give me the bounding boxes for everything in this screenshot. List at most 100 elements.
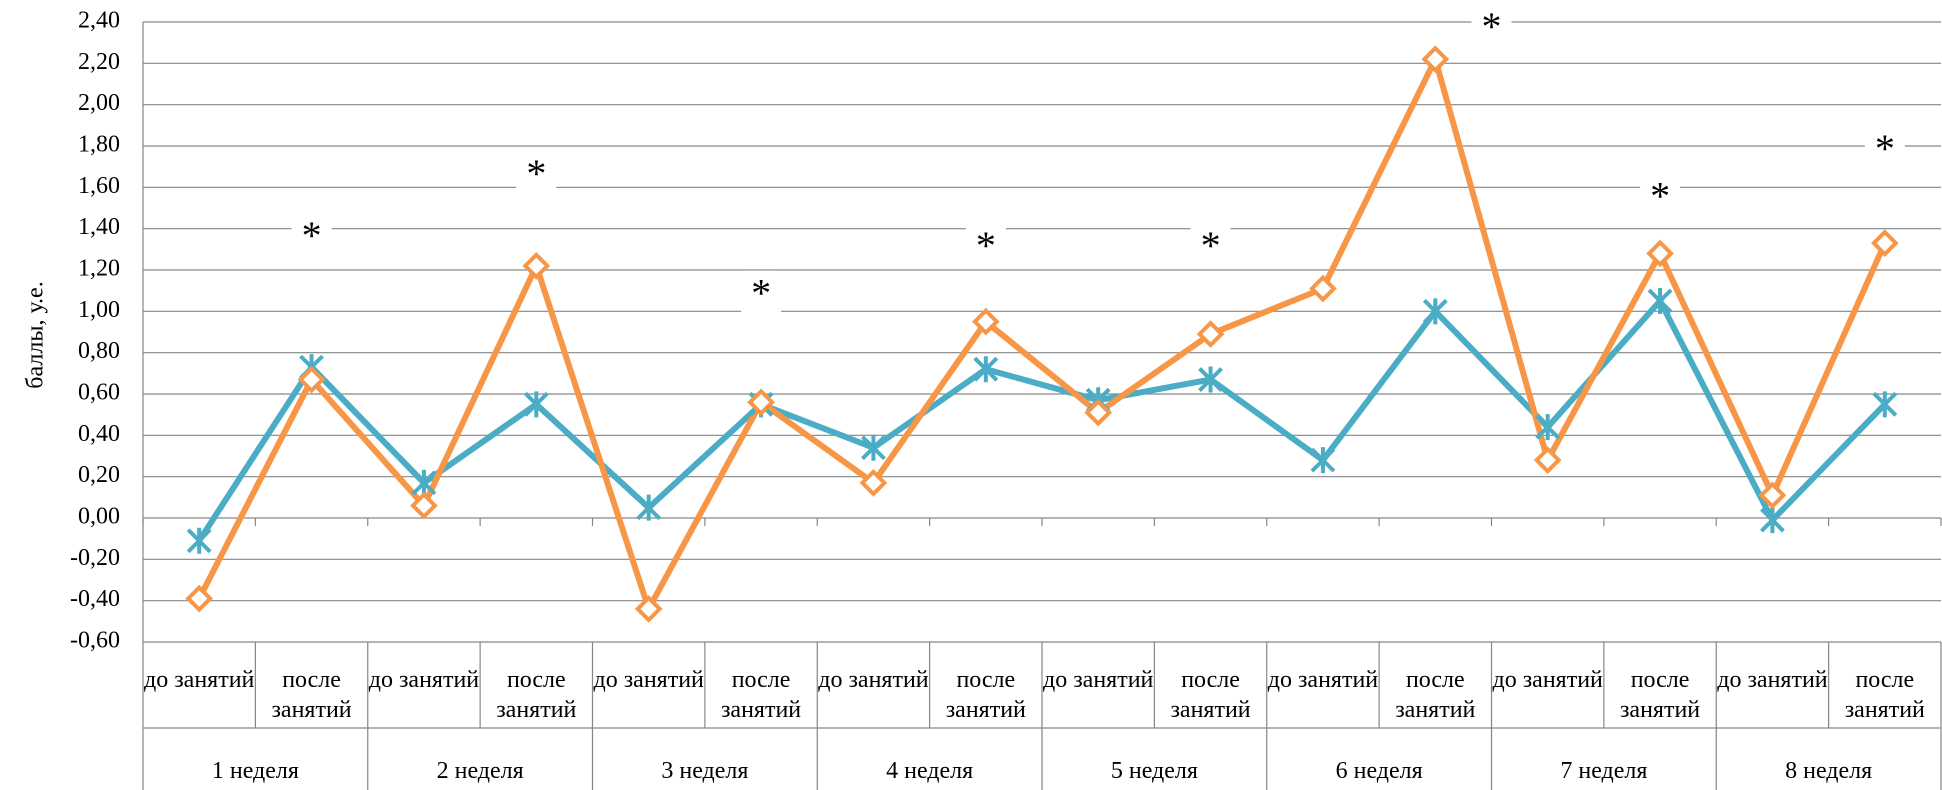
y-tick-label: 2,00 — [78, 90, 120, 116]
x-tick-label: после занятий — [1395, 667, 1476, 723]
y-tick-label: 0,20 — [78, 462, 120, 488]
group-label: 6 неделя — [1335, 758, 1423, 784]
x-tick-label: до занятий — [593, 667, 704, 693]
marker — [1533, 446, 1562, 474]
marker — [185, 584, 214, 613]
y-tick-label: 1,60 — [78, 173, 120, 199]
marker — [861, 434, 886, 461]
marker — [522, 252, 551, 280]
marker-stroke — [186, 527, 212, 554]
marker — [411, 469, 437, 496]
x-tick-label: до занятий — [1267, 667, 1379, 693]
annotation-bg — [1864, 126, 1905, 171]
group-label: 2 неделя — [436, 758, 524, 784]
annotation-bg — [965, 223, 1006, 268]
group-label: 7 неделя — [1560, 758, 1648, 784]
series-line — [196, 56, 1888, 612]
x-tick-label: до занятий — [1492, 667, 1603, 693]
marker — [971, 307, 1000, 336]
marker-stroke — [1872, 391, 1898, 418]
annotation: * — [1875, 126, 1895, 171]
marker — [1310, 447, 1336, 474]
annotation-bg — [1471, 4, 1512, 49]
x-tick-label: после занятий — [945, 667, 1026, 723]
annotation: * — [976, 223, 996, 268]
annotation: * — [751, 271, 771, 316]
marker — [523, 391, 549, 418]
marker — [1421, 45, 1450, 74]
marker — [1758, 481, 1787, 510]
marker — [1196, 320, 1225, 348]
marker — [1872, 391, 1898, 418]
marker-stroke — [973, 356, 999, 383]
marker — [747, 388, 775, 417]
marker-stroke — [1198, 366, 1223, 393]
series-line — [196, 298, 1887, 543]
group-label: 8 неделя — [1785, 758, 1873, 784]
y-tick-label: 2,40 — [78, 8, 120, 34]
y-tick-label: 1,20 — [78, 256, 120, 282]
annotation: * — [1201, 223, 1221, 268]
x-tick-label: после занятий — [271, 667, 352, 723]
marker — [859, 469, 888, 497]
x-tick-label: до занятий — [1717, 667, 1828, 693]
annotation-bg — [516, 150, 557, 195]
marker — [1535, 414, 1561, 441]
y-tick-label: -0,20 — [70, 545, 120, 571]
marker-stroke — [523, 391, 549, 418]
y-tick-label: 2,20 — [78, 49, 120, 75]
group-label: 3 неделя — [661, 758, 749, 784]
marker-stroke — [1535, 414, 1561, 441]
x-tick-label: до занятий — [143, 667, 255, 693]
x-tick-label: после занятий — [720, 667, 802, 723]
y-tick-label: 1,40 — [78, 214, 120, 240]
x-tick-label: до занятий — [818, 667, 929, 693]
annotation-bg — [1640, 173, 1681, 218]
marker-stroke — [411, 469, 437, 496]
marker-stroke — [1422, 298, 1448, 325]
y-tick-label: 0,00 — [78, 504, 120, 530]
marker-stroke — [1760, 507, 1785, 534]
marker — [1760, 507, 1785, 534]
annotation-bg — [741, 270, 782, 315]
group-label: 4 неделя — [886, 758, 974, 784]
marker — [973, 356, 999, 383]
marker — [1422, 298, 1448, 325]
annotation: * — [302, 213, 322, 258]
marker — [410, 491, 438, 520]
marker — [1647, 288, 1673, 314]
marker — [1870, 229, 1899, 257]
y-tick-label: 0,80 — [78, 338, 120, 364]
marker — [297, 365, 326, 394]
group-label: 1 неделя — [211, 758, 299, 784]
x-tick-label: после занятий — [496, 667, 577, 723]
y-tick-label: 0,40 — [78, 421, 120, 447]
marker — [1646, 239, 1674, 268]
x-tick-label: до занятий — [1042, 667, 1154, 693]
group-label: 5 неделя — [1110, 758, 1198, 784]
y-axis-label: баллы, у.е. — [23, 281, 49, 388]
marker-stroke — [636, 494, 662, 521]
marker — [186, 527, 212, 554]
x-tick-label: после занятий — [1619, 667, 1701, 723]
annotation: * — [1650, 174, 1670, 219]
marker — [636, 494, 662, 521]
marker — [634, 595, 663, 623]
x-tick-label: после занятий — [1844, 667, 1925, 723]
annotation-bg — [1190, 223, 1231, 268]
x-tick-label: до занятий — [368, 667, 480, 693]
y-tick-label: 0,60 — [78, 380, 120, 406]
y-tick-label: -0,60 — [70, 628, 120, 654]
marker-stroke — [1310, 447, 1336, 474]
annotation: * — [526, 151, 546, 196]
annotation: * — [1482, 4, 1502, 49]
marker — [1309, 274, 1337, 303]
y-tick-label: 1,80 — [78, 132, 120, 158]
marker — [1198, 366, 1223, 393]
annotation-bg — [291, 212, 332, 257]
marker — [1084, 398, 1113, 427]
x-tick-label: после занятий — [1170, 667, 1251, 723]
y-tick-label: -0,40 — [70, 586, 120, 612]
